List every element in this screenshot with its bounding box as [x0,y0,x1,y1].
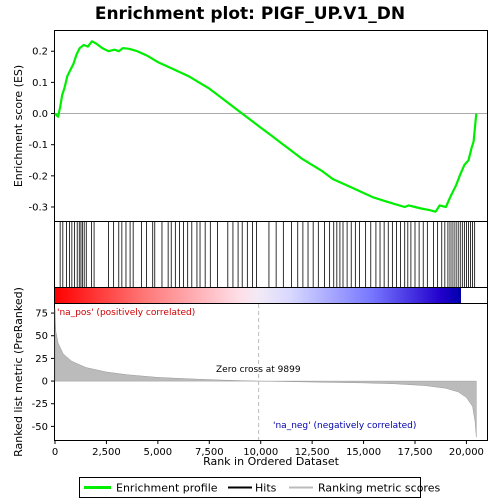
x-tick-label: 20,000 [449,447,484,458]
pos-correlated-label: 'na_pos' (positively correlated) [57,308,195,318]
es-tick-label: -0.3 [28,202,48,213]
neg-correlated-label: 'na_neg' (negatively correlated) [273,421,416,431]
metric-tick-label: -25 [32,399,48,410]
x-axis: 0 2,500 5,000 7,500 10,000 12,500 15,000 17,500… [52,440,484,458]
metric-group [54,304,477,440]
es-tick-label: -0.2 [28,171,48,182]
metric-tick-label: -50 [32,422,48,433]
x-tick-label: 0 [52,447,58,458]
rank-color-bar [55,287,461,303]
es-tick-label: 0.1 [32,78,48,89]
es-y-axis: 0.2 0.1 0.0 -0.1 -0.2 -0.3 [28,47,55,213]
es-panel-frame [54,30,488,222]
legend-profile-label: Enrichment profile [116,482,218,495]
es-profile-line [54,40,478,213]
es-tick-label: 0.2 [32,47,48,58]
x-tick-label: 15,000 [346,447,381,458]
metric-tick-label: 50 [35,331,48,342]
x-tick-label: 12,500 [295,447,330,458]
legend-metric-label: Ranking metric scores [318,482,440,495]
x-axis-label: Rank in Ordered Dataset [203,455,340,468]
x-tick-label: 10,000 [243,447,278,458]
es-tick-label: -0.1 [28,140,48,151]
es-profile-group [54,40,487,213]
zero-cross-label: Zero cross at 9899 [216,365,301,375]
es-tick-label: 0.0 [32,109,48,120]
legend-hits-label: Hits [255,482,277,495]
es-y-axis-label: Enrichment score (ES) [12,65,25,187]
metric-y-axis: 75 50 25 0 -25 -50 [32,309,55,433]
metric-tick-label: 0 [42,377,48,388]
x-tick-label: 2,500 [92,447,121,458]
chart-title: Enrichment plot: PIGF_UP.V1_DN [95,4,405,24]
hits-group [59,222,476,287]
metric-y-axis-label: Ranked list metric (PreRanked) [12,287,25,457]
metric-panel-frame [54,303,488,441]
x-tick-label: 5,000 [144,447,173,458]
metric-tick-label: 75 [35,309,48,320]
x-tick-label: 17,500 [398,447,433,458]
hits-panel-frame [54,221,488,288]
metric-tick-label: 25 [35,354,48,365]
x-tick-label: 7,500 [195,447,224,458]
